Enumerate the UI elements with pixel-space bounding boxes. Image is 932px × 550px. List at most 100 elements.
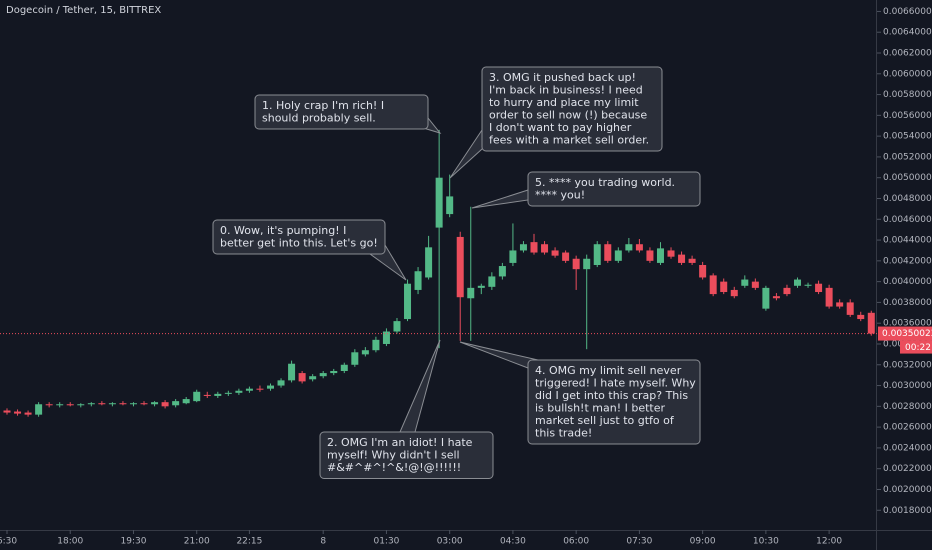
callout-text: 2. OMG I'm an idiot! I hate xyxy=(327,436,473,449)
candle-body xyxy=(277,380,285,386)
callout-text: market sell just to gtfo of xyxy=(535,414,675,427)
candle-body xyxy=(614,250,622,261)
candle-body xyxy=(330,371,338,374)
candle-body xyxy=(498,266,506,277)
candle-body xyxy=(340,364,348,371)
candle-body xyxy=(298,373,306,382)
candle-body xyxy=(245,388,253,391)
candle-body xyxy=(172,401,180,406)
candle-body xyxy=(699,265,707,278)
callout-text: 0. Wow, it's pumping! I xyxy=(220,224,346,237)
x-tick-label: 03:00 xyxy=(437,537,463,547)
callout-text: is bullsh!t man! I better xyxy=(535,402,665,415)
callout-text: order to sell now (!) because xyxy=(489,109,647,122)
candle-body xyxy=(309,376,317,380)
candle-body xyxy=(846,302,854,315)
candle-body xyxy=(783,287,791,295)
candle-body xyxy=(709,275,717,295)
y-tick-label: 0.00220000 xyxy=(883,464,932,474)
candle-body xyxy=(456,236,464,298)
callout-box xyxy=(527,359,701,445)
y-tick-label: 0.00360000 xyxy=(883,319,932,329)
candle-body xyxy=(203,394,211,396)
candle-body xyxy=(235,390,243,393)
y-tick-label: 0.00240000 xyxy=(883,443,932,453)
callout-text: better get into this. Let's go! xyxy=(220,237,378,250)
y-tick-label: 0.00660000 xyxy=(883,7,932,17)
y-tick-label: 0.00420000 xyxy=(883,256,932,266)
candle-body xyxy=(161,402,169,407)
callout-text: 3. OMG it pushed back up! xyxy=(489,71,636,84)
candle-body xyxy=(14,411,22,414)
callout-box xyxy=(319,431,494,479)
candle-body xyxy=(857,314,865,320)
callout-box xyxy=(212,219,386,255)
x-tick-label: 10:30 xyxy=(753,537,779,547)
callout-text: this trade! xyxy=(535,427,592,440)
candle-body xyxy=(45,404,53,406)
candle-body xyxy=(541,244,549,253)
candle-body xyxy=(836,302,844,307)
y-tick-label: 0.00560000 xyxy=(883,111,932,121)
candle-body xyxy=(804,284,812,286)
candle-body xyxy=(656,248,664,263)
callout-box xyxy=(481,66,663,152)
x-tick-label: 19:30 xyxy=(121,537,147,547)
candle-body xyxy=(404,283,412,320)
x-tick-label: 8 xyxy=(320,537,326,547)
candle-body xyxy=(551,250,559,256)
y-tick-label: 0.00380000 xyxy=(883,298,932,308)
callout-text: I don't want to pay higher xyxy=(489,121,632,134)
candle-body xyxy=(509,250,517,263)
candle-body xyxy=(604,244,612,261)
y-tick-label: 0.00640000 xyxy=(883,28,932,38)
x-tick-label: 01:30 xyxy=(373,537,399,547)
candle-body xyxy=(267,385,274,389)
candle-body xyxy=(214,393,222,396)
candle-body xyxy=(193,391,201,402)
candle-body xyxy=(635,244,643,251)
y-tick-label: 0.00440000 xyxy=(883,236,932,246)
candle-body xyxy=(646,250,654,261)
callout-box xyxy=(254,94,429,130)
candle-body xyxy=(667,250,675,257)
last-price-label: 0.00350023 xyxy=(882,329,932,339)
candle-body xyxy=(151,402,159,405)
candle-body xyxy=(772,296,780,299)
callout-text: 5. **** you trading world. xyxy=(535,176,675,189)
y-tick-label: 0.00180000 xyxy=(883,506,932,516)
y-tick-label: 0.00280000 xyxy=(883,402,932,412)
candle-body xyxy=(688,258,696,263)
candle-body xyxy=(815,283,823,293)
x-tick-label: 12:00 xyxy=(816,537,842,547)
candle-body xyxy=(77,404,85,406)
candle-body xyxy=(98,403,106,405)
candle-body xyxy=(140,403,148,405)
x-tick-label: 18:00 xyxy=(57,537,83,547)
candle-body xyxy=(288,363,296,381)
candle-body xyxy=(625,244,633,251)
candle-body xyxy=(825,287,833,307)
candle-body xyxy=(87,403,95,405)
candle-body xyxy=(129,403,137,405)
countdown-badge xyxy=(900,340,932,354)
candle-body xyxy=(351,352,359,365)
candle-body xyxy=(108,403,116,405)
candle-body xyxy=(372,339,380,351)
callout-text: **** you! xyxy=(535,189,585,202)
candle-body xyxy=(467,287,475,299)
candle-body xyxy=(3,410,11,413)
y-tick-label: 0.00400000 xyxy=(883,277,932,287)
y-tick-label: 0.00200000 xyxy=(883,485,932,495)
candle-body xyxy=(751,281,759,288)
countdown-label: 00:22 xyxy=(905,343,931,353)
y-tick-label: 0.00500000 xyxy=(883,173,932,183)
candle-body xyxy=(35,404,43,415)
x-tick-label: 21:00 xyxy=(184,537,210,547)
y-tick-label: 0.00260000 xyxy=(883,423,932,433)
last-price-badge xyxy=(878,326,932,341)
